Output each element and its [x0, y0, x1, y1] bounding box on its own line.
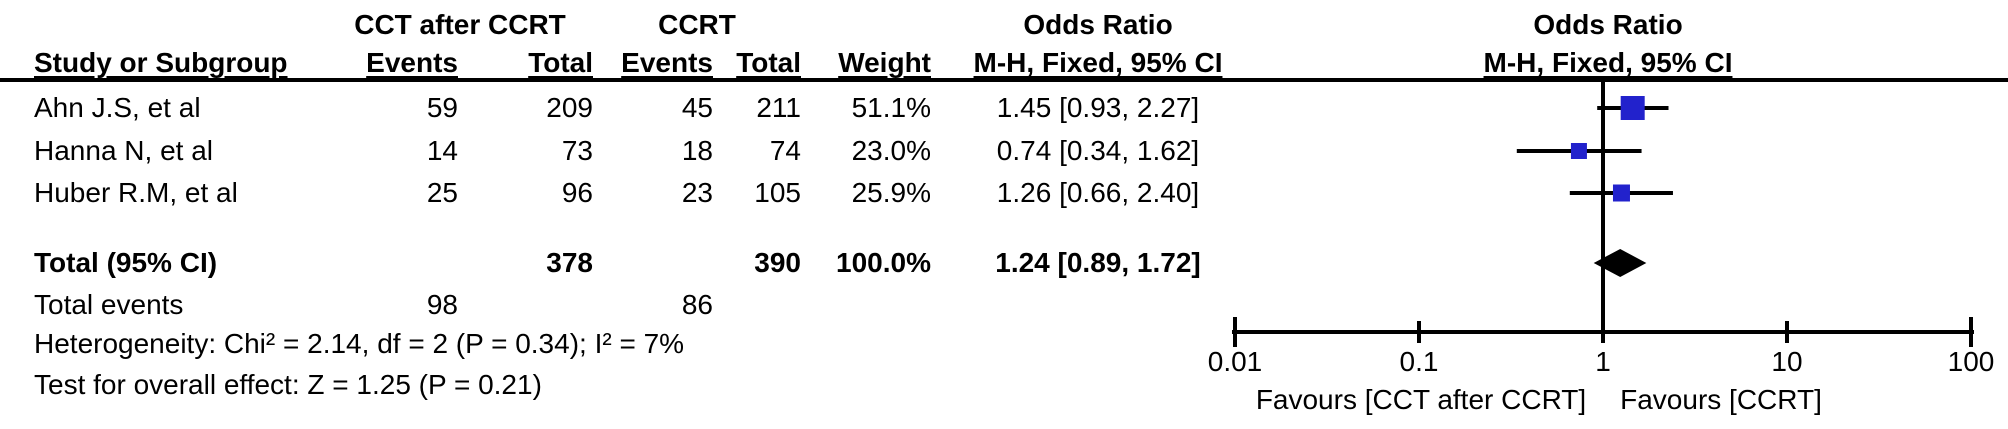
total-cct: 209 — [546, 92, 593, 123]
group-header-or-right: Odds Ratio — [1533, 9, 1683, 40]
col-header-mh-right: M-H, Fixed, 95% CI — [1483, 47, 1733, 78]
total-cct: 96 — [561, 177, 593, 208]
or-square-marker — [1612, 184, 1630, 202]
axis-tick-label: 100 — [1948, 346, 1995, 377]
total-or-ci: 1.24 [0.89, 1.72] — [995, 247, 1201, 278]
total-cct: 73 — [561, 135, 593, 166]
total-events-cct: 98 — [426, 289, 458, 320]
col-header-total1: Total — [528, 47, 593, 78]
events-ccrt: 18 — [681, 135, 713, 166]
total-label: Total (95% CI) — [34, 247, 218, 278]
overall-effect-test: Test for overall effect: Z = 1.25 (P = 0… — [34, 369, 542, 400]
axis-tick-label: 1 — [1595, 346, 1611, 377]
or-square-marker — [1620, 96, 1645, 120]
total-cct-sum: 378 — [546, 247, 593, 278]
study-name: Hanna N, et al — [34, 135, 213, 166]
weight-value: 25.9% — [851, 177, 931, 208]
weight-value: 51.1% — [851, 92, 931, 123]
total-events-label: Total events — [34, 289, 184, 320]
or-ci-value: 1.45 [0.93, 2.27] — [996, 92, 1200, 123]
or-ci-value: 1.26 [0.66, 2.40] — [996, 177, 1200, 208]
col-header-events1: Events — [366, 47, 458, 78]
total-ccrt: 74 — [769, 135, 801, 166]
col-header-weight: Weight — [838, 47, 931, 78]
axis-tick-label: 0.01 — [1208, 346, 1263, 377]
favours-left-label: Favours [CCT after CCRT] — [1255, 384, 1587, 415]
study-name: Ahn J.S, et al — [34, 92, 201, 123]
total-ccrt: 105 — [754, 177, 801, 208]
group-header-or-left: Odds Ratio — [1023, 9, 1173, 40]
total-events-ccrt: 86 — [681, 289, 713, 320]
axis-tick-label: 0.1 — [1400, 346, 1439, 377]
total-ccrt: 211 — [756, 92, 801, 123]
events-ccrt: 45 — [681, 92, 713, 123]
weight-value: 23.0% — [851, 135, 931, 166]
total-ccrt-sum: 390 — [754, 247, 801, 278]
favours-right-label: Favours [CCRT] — [1620, 384, 1822, 415]
events-cct: 59 — [426, 92, 458, 123]
col-header-study: Study or Subgroup — [34, 47, 288, 78]
study-name: Huber R.M, et al — [34, 177, 238, 208]
or-ci-value: 0.74 [0.34, 1.62] — [996, 135, 1200, 166]
axis-tick-label: 10 — [1771, 346, 1802, 377]
col-header-mh-left: M-H, Fixed, 95% CI — [973, 47, 1223, 78]
header-rule — [0, 78, 2008, 82]
heterogeneity-stats: Heterogeneity: Chi² = 2.14, df = 2 (P = … — [34, 328, 685, 359]
events-cct: 14 — [426, 135, 458, 166]
col-header-total2: Total — [736, 47, 801, 78]
col-header-events2: Events — [621, 47, 713, 78]
events-ccrt: 23 — [681, 177, 713, 208]
or-square-marker — [1570, 143, 1587, 159]
events-cct: 25 — [426, 177, 458, 208]
group-header-ccrt: CCRT — [658, 9, 736, 40]
overall-diamond — [1593, 249, 1647, 277]
total-weight: 100.0% — [836, 247, 931, 278]
group-header-cct: CCT after CCRT — [354, 9, 566, 40]
